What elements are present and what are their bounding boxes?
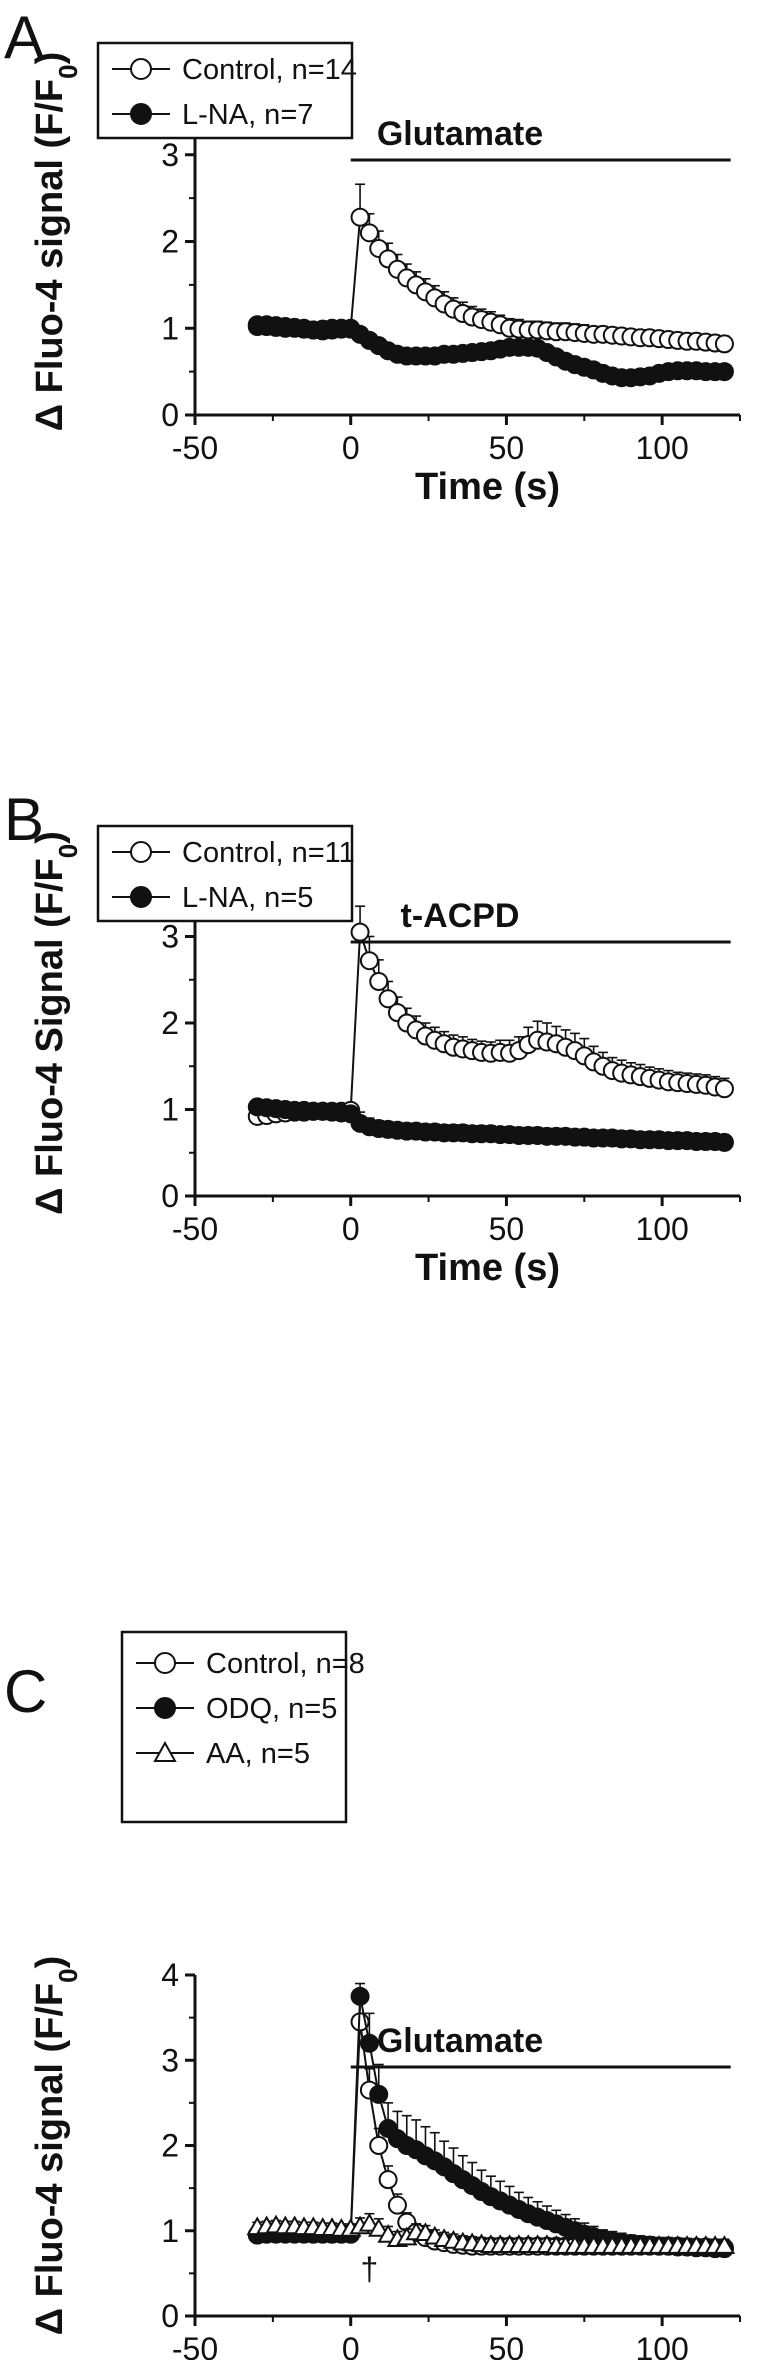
legend-label: ODQ, n=5 — [206, 1693, 337, 1725]
panel-letter: B — [4, 786, 44, 853]
series-2 — [247, 315, 734, 388]
y-axis-title-subscript: 0 — [53, 64, 83, 78]
series-2 — [247, 1097, 734, 1152]
annotation-dagger: † — [361, 2251, 379, 2287]
y-tick-label: 2 — [161, 2128, 179, 2164]
legend-marker — [130, 841, 152, 863]
y-tick-label: 1 — [161, 310, 179, 346]
y-tick-label: 0 — [161, 2298, 179, 2334]
x-tick-label: 50 — [489, 2331, 525, 2360]
series-3 — [246, 2212, 736, 2254]
data-point — [713, 2235, 736, 2254]
data-point — [378, 2170, 398, 2190]
x-axis-title: Time (s) — [415, 1247, 560, 1289]
legend: Control, n=11 L-NA, n=5 — [96, 824, 355, 923]
y-axis-title-tail: ) — [29, 831, 71, 844]
data-point — [714, 334, 734, 354]
data-point — [368, 2218, 390, 2237]
stimulus-label: Glutamate — [377, 115, 543, 153]
y-tick-label: 3 — [161, 2042, 179, 2078]
series-line — [257, 931, 725, 1118]
x-tick-label: 50 — [489, 1211, 525, 1247]
x-tick-label: 0 — [342, 430, 360, 466]
y-axis-title-subscript: 0 — [53, 1968, 83, 1982]
panel-letter: C — [4, 1658, 47, 1725]
data-point — [350, 922, 370, 942]
y-tick-label: 0 — [161, 1178, 179, 1214]
y-axis-title-tail: ) — [29, 1956, 71, 1969]
data-point — [350, 207, 370, 227]
y-axis-title-main: Δ Fluo-4 signal (F/F — [29, 79, 71, 431]
y-tick-label: 1 — [161, 1092, 179, 1128]
y-axis-title-subscript: 0 — [53, 844, 83, 858]
stimulus-label: t-ACPD — [401, 897, 520, 935]
data-point — [714, 362, 734, 382]
y-axis-title: Δ Fluo-4 signal (F/F0) — [29, 1956, 83, 2336]
legend: Control, n=14 L-NA, n=7 — [96, 41, 357, 140]
data-point — [359, 223, 379, 243]
data-point — [378, 989, 398, 1009]
data-point — [369, 971, 389, 991]
legend-marker — [130, 58, 152, 80]
y-axis-title-main: Δ Fluo-4 Signal (F/F — [29, 858, 71, 1215]
y-tick-label: 2 — [161, 224, 179, 260]
data-point — [714, 1132, 734, 1152]
data-point — [714, 1079, 734, 1099]
x-tick-label: -50 — [172, 430, 218, 466]
legend-label: AA, n=5 — [206, 1738, 310, 1770]
legend-label: Control, n=11 — [182, 837, 355, 869]
x-tick-label: 0 — [342, 2331, 360, 2360]
legend-label: L-NA, n=7 — [182, 99, 313, 131]
data-point — [369, 2136, 389, 2155]
y-tick-label: 2 — [161, 1005, 179, 1041]
series-1 — [247, 905, 734, 1126]
y-tick-label: 3 — [161, 137, 179, 173]
legend-marker — [153, 1740, 177, 1762]
y-axis-title: Δ Fluo-4 signal (F/F0) — [29, 52, 83, 432]
y-tick-label: 0 — [161, 397, 179, 433]
legend-label: Control, n=8 — [206, 1648, 365, 1680]
legend-marker — [130, 103, 152, 125]
legend-marker — [154, 1652, 176, 1674]
x-tick-label: 50 — [489, 430, 525, 466]
data-point — [387, 2195, 407, 2215]
y-axis-title: Δ Fluo-4 Signal (F/F0) — [29, 831, 83, 1215]
x-tick-label: 100 — [635, 2331, 688, 2360]
legend: Control, n=8 ODQ, n=5 AA, n=5 — [120, 1630, 365, 1824]
x-tick-label: 100 — [635, 1211, 688, 1247]
legend-label: Control, n=14 — [182, 54, 357, 86]
x-tick-label: -50 — [172, 2331, 218, 2360]
y-axis-title-main: Δ Fluo-4 signal (F/F — [29, 1983, 71, 2335]
data-point — [350, 1986, 370, 2006]
legend-marker — [130, 886, 152, 908]
x-tick-label: 100 — [635, 430, 688, 466]
y-axis-title-tail: ) — [29, 52, 71, 65]
stimulus-label: Glutamate — [377, 2022, 543, 2060]
legend-marker — [154, 1697, 176, 1719]
y-tick-label: 3 — [161, 919, 179, 955]
data-point — [359, 2033, 379, 2053]
y-tick-label: 4 — [161, 1957, 179, 1993]
x-tick-label: -50 — [172, 1211, 218, 1247]
y-tick-label: 1 — [161, 2213, 179, 2249]
x-tick-label: 0 — [342, 1211, 360, 1247]
legend-label: L-NA, n=5 — [182, 882, 313, 914]
data-point — [359, 951, 379, 971]
data-point — [369, 2084, 389, 2104]
panel-letter: A — [4, 4, 44, 71]
x-axis-title: Time (s) — [415, 466, 560, 508]
